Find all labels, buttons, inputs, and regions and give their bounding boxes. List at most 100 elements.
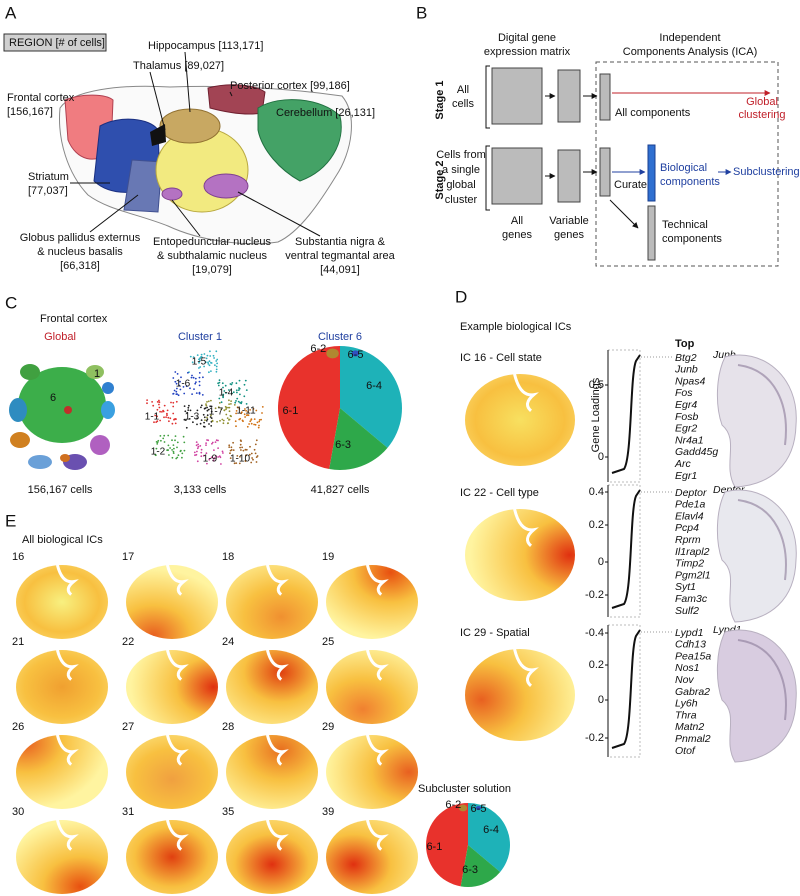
map-gap <box>265 564 289 596</box>
cell-dot <box>206 418 209 421</box>
cell-dot <box>189 355 192 358</box>
cell-dot <box>198 384 201 387</box>
cell-dot <box>210 417 213 419</box>
gene-name: Nr4a1 <box>675 434 704 446</box>
biological-label: components <box>660 176 720 188</box>
cells-label: All <box>457 84 469 96</box>
cell-dot <box>207 361 209 364</box>
cell-dot <box>200 353 203 356</box>
ic-number: 39 <box>322 806 334 818</box>
cell-dot <box>193 388 195 390</box>
cell-dot <box>194 377 197 380</box>
cell-dot <box>196 417 199 420</box>
cell-dot <box>198 391 201 394</box>
cluster-label: 6-5 <box>471 803 487 815</box>
cell-dot <box>235 382 238 385</box>
cell-dot <box>199 422 202 425</box>
cell-dot <box>159 419 162 422</box>
map-gap <box>265 819 289 851</box>
cell-dot <box>212 354 215 357</box>
ic-map <box>226 650 318 724</box>
cell-dot <box>258 419 261 421</box>
cell-dot <box>200 455 203 458</box>
cell-dot <box>171 422 174 425</box>
cell-dot <box>167 434 170 437</box>
cell-dot <box>214 407 217 410</box>
biological-label: Biological <box>660 162 707 174</box>
cell-dot <box>188 404 190 407</box>
cell-dot <box>209 405 212 408</box>
cell-dot <box>184 410 187 413</box>
tick-label: 0.5 <box>589 379 604 391</box>
cell-dot <box>191 393 194 395</box>
cell-dot <box>214 364 216 367</box>
cell-dot <box>198 376 201 379</box>
cell-dot <box>245 409 248 412</box>
box <box>647 205 656 261</box>
cluster-label: 6-1 <box>426 841 442 853</box>
components-label: All components <box>615 107 691 119</box>
box <box>607 484 641 618</box>
cell-dot <box>210 414 212 417</box>
cluster-blob <box>102 382 114 394</box>
plot-title: Cluster 1 <box>178 331 222 343</box>
ic-map <box>16 565 108 639</box>
cell-dot <box>260 418 262 421</box>
cell-dot <box>156 415 159 418</box>
section-title: All biological ICs <box>22 534 103 546</box>
cell-dot <box>174 435 177 437</box>
cell-dot <box>217 406 220 409</box>
cluster-label: 1-7 <box>209 407 224 418</box>
cell-dot <box>256 455 259 457</box>
cell-dot <box>203 365 206 368</box>
cell-count: 156,167 cells <box>28 484 93 496</box>
cell-dot <box>215 455 218 458</box>
loading-curve <box>611 354 641 474</box>
cell-dot <box>174 371 177 373</box>
cell-dot <box>211 441 214 444</box>
gene-name: Pnmal2 <box>675 733 711 745</box>
cell-dot <box>239 443 242 446</box>
cell-dot <box>221 418 224 421</box>
cell-dot <box>218 381 221 384</box>
map-gap <box>365 564 389 596</box>
cell-dot <box>250 461 253 464</box>
map-gap <box>55 649 79 681</box>
cell-dot <box>231 392 233 395</box>
cell-dot <box>254 443 257 446</box>
cluster-region <box>326 348 339 359</box>
gene-name: Elavl4 <box>675 510 704 522</box>
genes-label: genes <box>502 229 532 241</box>
cell-count: 41,827 cells <box>311 484 370 496</box>
map-gap <box>265 649 289 681</box>
cell-dot <box>223 390 226 392</box>
region-label: [19,079] <box>192 264 232 276</box>
cell-dot <box>220 408 223 411</box>
header: expression matrix <box>484 46 571 58</box>
cluster-label: 6-4 <box>483 824 499 836</box>
cell-dot <box>172 444 175 446</box>
cell-dot <box>222 422 225 425</box>
connector <box>609 199 639 229</box>
region-label: Substantia nigra & <box>295 236 386 248</box>
cell-dot <box>215 365 218 368</box>
gene-name: Pea15a <box>675 650 711 662</box>
cell-dot <box>196 447 199 450</box>
cell-dot <box>183 418 186 421</box>
cluster-blob <box>20 364 40 380</box>
cell-dot <box>225 408 227 411</box>
region-black <box>150 124 166 146</box>
cell-dot <box>209 350 211 353</box>
connector <box>89 194 139 233</box>
cluster-blob <box>28 455 52 469</box>
cell-dot <box>225 413 228 416</box>
cell-dot <box>151 401 154 403</box>
cell-dot <box>166 409 169 412</box>
cluster-blob <box>9 398 27 422</box>
cluster-blob <box>18 367 106 443</box>
cell-dot <box>245 389 248 391</box>
cell-dot <box>156 443 159 445</box>
cell-dot <box>158 406 161 409</box>
cell-dot <box>239 417 242 420</box>
region-hippocampus <box>159 108 221 144</box>
